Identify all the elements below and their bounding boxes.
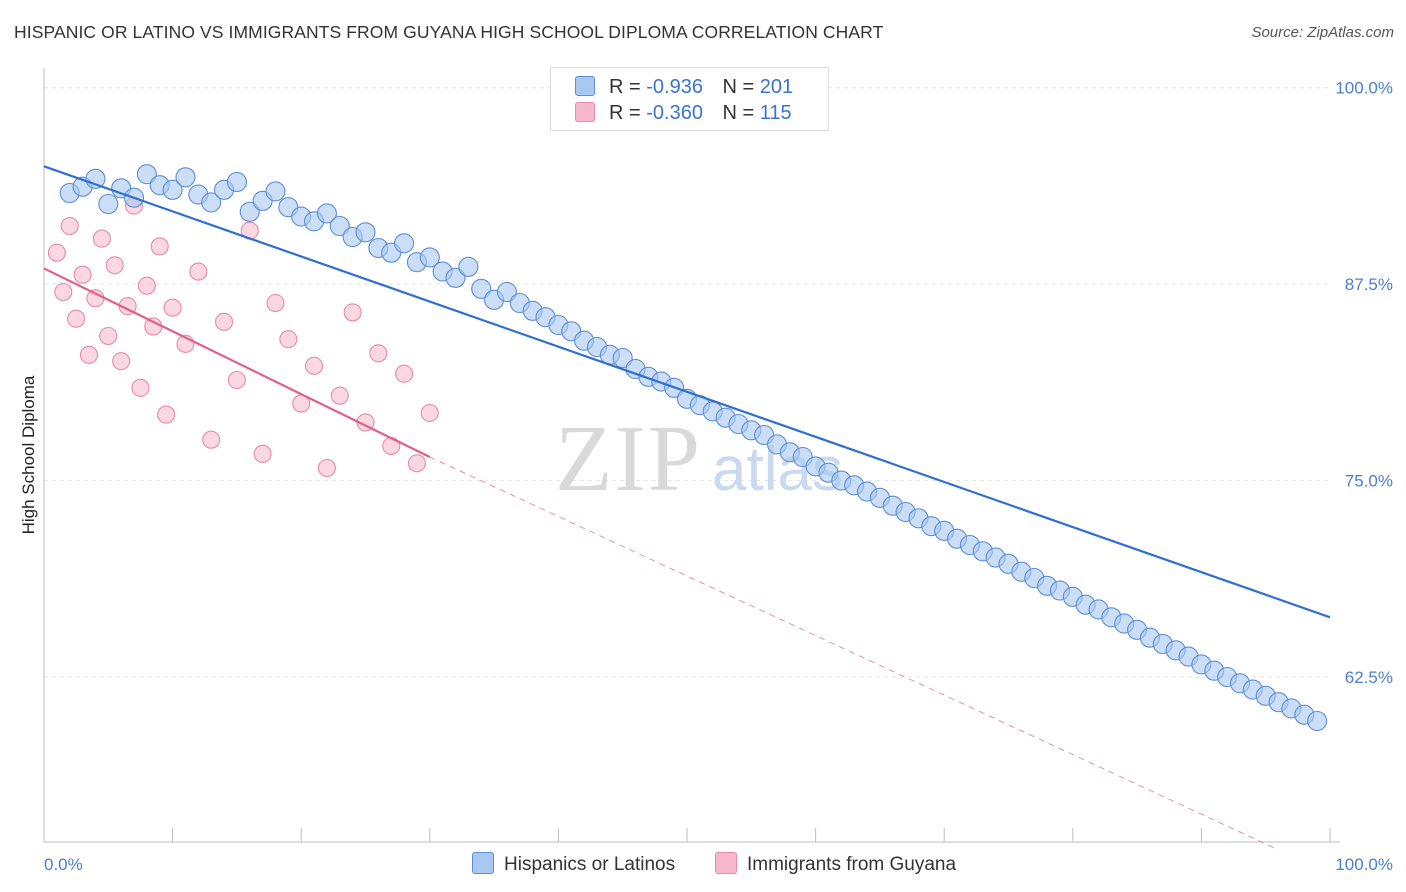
guyana-point <box>157 405 176 424</box>
legend-n-value: 115 <box>759 102 792 124</box>
trend-lines <box>43 165 1331 851</box>
guyana-point <box>105 256 124 275</box>
hispanic-point <box>394 233 415 254</box>
legend-r-label: R = <box>609 76 641 98</box>
hispanic-point <box>329 215 350 237</box>
hispanic-trend-line <box>43 165 1331 619</box>
hispanic-points <box>59 164 1328 732</box>
guyana-point <box>99 326 118 346</box>
hispanic-point <box>355 222 376 243</box>
bottom-legend-swatch-blue <box>472 852 494 874</box>
legend-r-label: R = <box>609 102 641 124</box>
legend-r-value: -0.936 <box>646 76 703 98</box>
guyana-point <box>47 243 66 262</box>
hispanic-point <box>265 181 286 202</box>
legend-swatch-pink <box>575 102 595 122</box>
y-tick-label: 75.0% <box>1345 472 1393 491</box>
guyana-point <box>86 289 105 308</box>
hispanic-point <box>496 281 518 303</box>
hispanic-point <box>458 256 479 277</box>
guyana-point <box>202 430 221 449</box>
hispanic-point <box>419 247 440 268</box>
guyana-trend-line <box>43 267 431 458</box>
legend-r-value: -0.360 <box>646 102 703 124</box>
guyana-point <box>79 345 99 364</box>
guyana-point <box>54 282 73 302</box>
legend-n-label: N = <box>722 76 755 98</box>
guyana-point <box>305 356 324 375</box>
guyana-point <box>144 317 163 336</box>
hispanic-point <box>175 167 196 188</box>
bottom-legend-guyana: Immigrants from Guyana <box>715 852 956 876</box>
tick-labels: 100.0% 87.5% 75.0% 62.5% 0.0% 100.0% <box>44 79 1393 874</box>
y-tick-label: 100.0% <box>1335 79 1393 98</box>
guyana-point <box>137 276 156 295</box>
y-tick-label: 87.5% <box>1345 275 1393 294</box>
legend-n-label: N = <box>722 102 755 124</box>
x-tick-label: 0.0% <box>44 855 83 874</box>
guyana-trend-extension <box>429 456 1279 851</box>
hispanic-point <box>98 193 119 215</box>
guyana-point <box>112 352 131 371</box>
legend-row-guyana: R = -0.360 N = 115 <box>575 102 792 126</box>
legend-n-value: 201 <box>759 76 794 98</box>
guyana-point <box>67 309 86 328</box>
guyana-point <box>317 458 336 478</box>
guyana-point <box>369 344 388 363</box>
guyana-point <box>253 444 272 463</box>
guyana-point <box>420 403 439 423</box>
guyana-point <box>330 386 349 405</box>
hispanic-point <box>162 179 183 200</box>
correlation-legend: R = -0.936 N = 201 R = -0.360 N = 115 <box>550 67 829 131</box>
x-tick-label: 100.0% <box>1335 855 1393 874</box>
y-tick-label: 62.5% <box>1345 668 1393 687</box>
hispanic-point <box>136 164 157 185</box>
guyana-point <box>395 364 414 383</box>
hispanic-point <box>201 192 222 213</box>
guyana-point <box>266 293 285 313</box>
guyana-point <box>214 312 234 331</box>
bottom-legend-label: Immigrants from Guyana <box>747 854 957 875</box>
guyana-point <box>73 265 92 284</box>
source-label: Source: ZipAtlas.com <box>1251 24 1394 41</box>
legend-row-hispanic: R = -0.936 N = 201 <box>575 76 793 100</box>
hispanic-point <box>612 347 633 369</box>
legend-swatch-blue <box>575 76 595 96</box>
hispanic-point <box>471 278 492 299</box>
hispanic-point <box>316 203 337 224</box>
bottom-legend-swatch-pink <box>715 852 737 874</box>
guyana-point <box>343 303 362 322</box>
axes <box>43 68 1340 843</box>
guyana-point <box>279 330 298 349</box>
guyana-point <box>150 237 169 256</box>
guyana-point <box>131 378 150 397</box>
guyana-point <box>227 370 246 390</box>
guyana-point <box>407 454 426 473</box>
guyana-point <box>60 216 79 236</box>
guyana-point <box>163 298 182 317</box>
guyana-point <box>189 262 208 281</box>
bottom-legend-hispanic: Hispanics or Latinos <box>472 852 675 876</box>
guyana-point <box>92 229 111 248</box>
hispanic-point <box>1307 710 1328 732</box>
hispanic-point <box>445 267 466 288</box>
hispanic-point <box>226 171 247 193</box>
bottom-legend-label: Hispanics or Latinos <box>504 854 676 875</box>
chart-title: HISPANIC OR LATINO VS IMMIGRANTS FROM GU… <box>14 22 884 42</box>
hispanic-point <box>239 201 260 222</box>
y-axis-label: High School Diploma <box>19 375 38 534</box>
watermark-zip: ZIP <box>555 407 702 511</box>
